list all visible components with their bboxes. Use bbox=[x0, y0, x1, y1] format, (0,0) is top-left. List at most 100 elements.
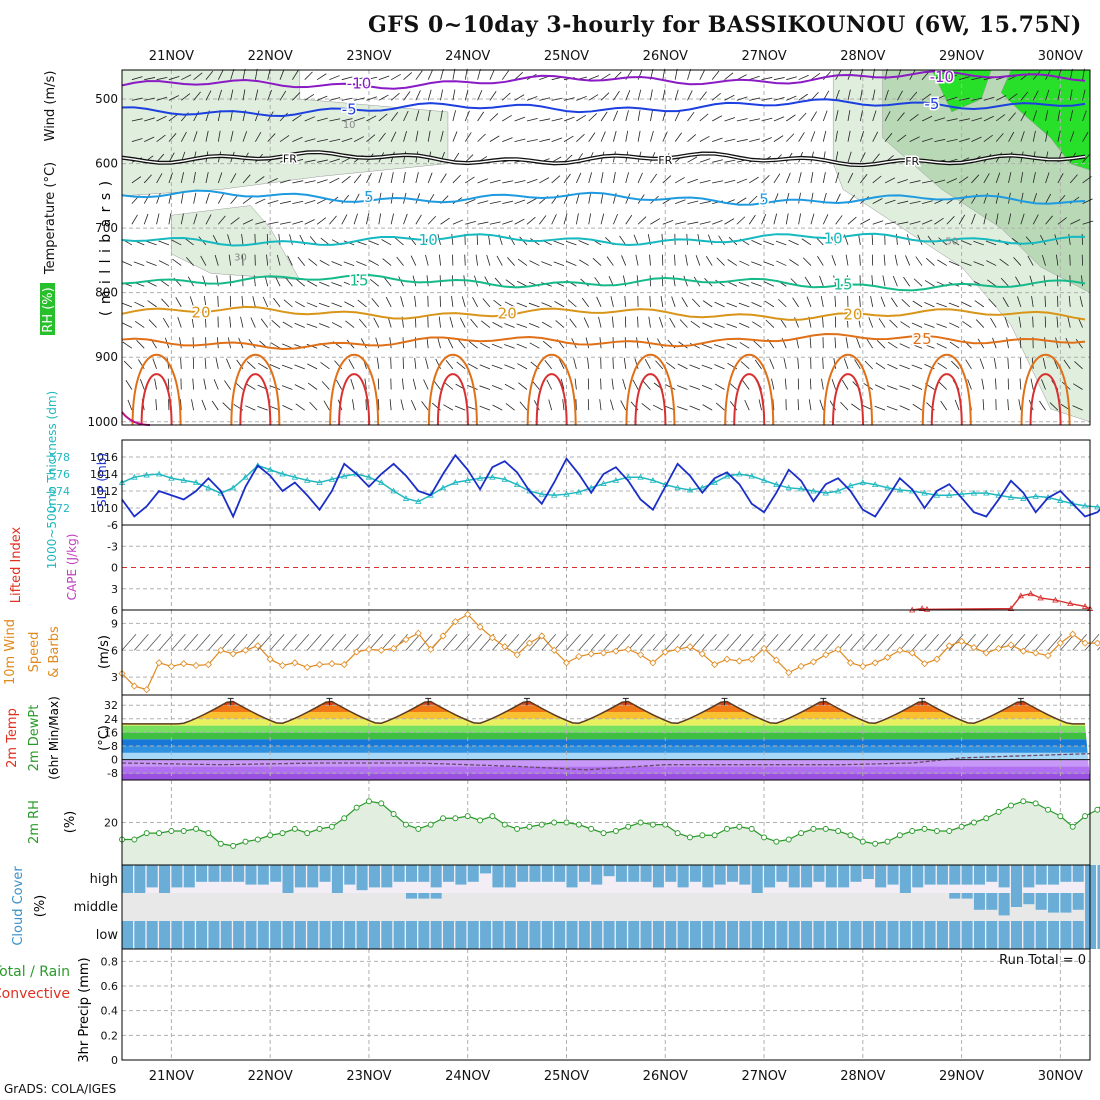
wind-barb bbox=[278, 233, 281, 245]
wind-speed-point bbox=[451, 618, 459, 626]
cloud-bar bbox=[220, 865, 232, 882]
wind-barb bbox=[1008, 172, 1012, 184]
wind-barb bbox=[995, 133, 1004, 142]
cloud-bar bbox=[628, 865, 640, 882]
wind-barb bbox=[973, 240, 984, 246]
rh-point bbox=[810, 825, 817, 832]
wind-barb bbox=[1081, 275, 1083, 287]
wind-barb bbox=[889, 319, 898, 328]
wind-barb bbox=[724, 159, 736, 163]
cloud-bar bbox=[973, 865, 985, 885]
thickness-point bbox=[847, 482, 854, 489]
rh-contour-label: 30 bbox=[234, 252, 247, 263]
wind-barb bbox=[357, 299, 367, 308]
wind-speed-point bbox=[1093, 639, 1100, 647]
wind-barb bbox=[279, 221, 291, 225]
rh-point bbox=[687, 834, 693, 841]
cloud-bar bbox=[936, 921, 948, 949]
temp-color-band bbox=[122, 725, 1090, 733]
precip-frame bbox=[121, 948, 1091, 1061]
wind-barb bbox=[724, 138, 736, 143]
wind-barb bbox=[125, 380, 133, 390]
wind-barb bbox=[897, 221, 909, 225]
wind-barb bbox=[294, 633, 310, 651]
wind-barb bbox=[1072, 405, 1083, 411]
y-axis-label-temp: 2m Temp bbox=[5, 708, 20, 768]
wind-barb bbox=[1032, 130, 1036, 142]
wind-barb bbox=[975, 319, 985, 328]
wind-barb bbox=[575, 192, 580, 204]
wind-barb bbox=[695, 255, 701, 266]
wind-barb bbox=[810, 131, 816, 142]
wind-barb bbox=[637, 172, 643, 184]
wind-barb bbox=[1067, 316, 1071, 328]
wind-barb bbox=[1045, 193, 1052, 204]
wind-barb bbox=[934, 117, 946, 122]
thickness-point bbox=[723, 472, 731, 479]
wind-barb bbox=[353, 213, 358, 225]
wind-speed-point bbox=[204, 661, 212, 669]
wind-barb bbox=[504, 323, 515, 328]
wind-speed-point bbox=[883, 653, 892, 661]
wind-barb bbox=[1074, 361, 1083, 370]
wind-barb bbox=[539, 177, 550, 184]
wind-barb bbox=[343, 281, 355, 287]
lifted-index-point bbox=[1037, 594, 1044, 601]
wind-barb bbox=[131, 138, 143, 143]
wind-barb bbox=[1027, 255, 1034, 266]
wind-barb bbox=[156, 115, 167, 122]
wind-barb bbox=[445, 359, 454, 370]
wind-barb bbox=[761, 194, 768, 204]
y-tick-label: -8 bbox=[107, 767, 118, 780]
rh-point bbox=[909, 828, 916, 834]
wind-barb bbox=[615, 633, 631, 651]
wind-barb bbox=[415, 70, 423, 80]
cloud-bar bbox=[443, 921, 455, 949]
wind-barb bbox=[563, 213, 568, 225]
wind-barb bbox=[610, 399, 614, 411]
y-axis-label-cloud: Cloud Cover bbox=[11, 866, 26, 946]
wind-barb bbox=[394, 237, 404, 246]
wind-barb bbox=[502, 137, 513, 143]
wind-barb bbox=[136, 340, 145, 349]
wind-barb bbox=[271, 320, 281, 328]
wind-barb bbox=[773, 116, 785, 122]
wind-barb bbox=[180, 399, 182, 411]
wind-barb bbox=[821, 378, 824, 390]
wind-speed-point bbox=[933, 655, 941, 663]
y-tick-label: 1010 bbox=[90, 502, 118, 515]
thickness-point bbox=[859, 479, 866, 485]
wind-barb bbox=[588, 94, 599, 101]
wind-barb bbox=[541, 633, 557, 651]
rh-point bbox=[526, 823, 533, 830]
wind-barb bbox=[859, 295, 861, 307]
rh-point bbox=[403, 821, 409, 828]
wind-barb bbox=[707, 234, 713, 246]
wind-barb bbox=[702, 322, 713, 328]
wind-barb bbox=[329, 177, 340, 184]
wind-barb bbox=[156, 76, 168, 81]
y-tick-label: 20 bbox=[104, 817, 118, 830]
wind-barb bbox=[269, 385, 281, 390]
wind-speed-point bbox=[562, 659, 571, 667]
wind-barb bbox=[220, 633, 236, 651]
cloud-bar bbox=[368, 865, 380, 888]
wind-barb bbox=[477, 111, 485, 122]
wind-barb bbox=[847, 172, 854, 184]
y-axis-unit: 3hr Precip (mm) bbox=[77, 957, 92, 1062]
isotherm-label: -5 bbox=[342, 101, 357, 119]
wind-barb bbox=[427, 172, 433, 184]
wind-speed-point bbox=[674, 645, 682, 653]
wind-speed-point bbox=[575, 652, 583, 661]
rh-point bbox=[489, 813, 496, 820]
wind-speed-point bbox=[945, 642, 953, 650]
wind-barb bbox=[859, 152, 866, 163]
cloud-bar bbox=[825, 921, 837, 949]
wind-barb bbox=[636, 337, 639, 349]
wind-barb bbox=[427, 215, 437, 225]
wind-barb bbox=[292, 114, 302, 122]
wind-barb bbox=[517, 280, 528, 287]
wind-barb bbox=[356, 280, 367, 287]
